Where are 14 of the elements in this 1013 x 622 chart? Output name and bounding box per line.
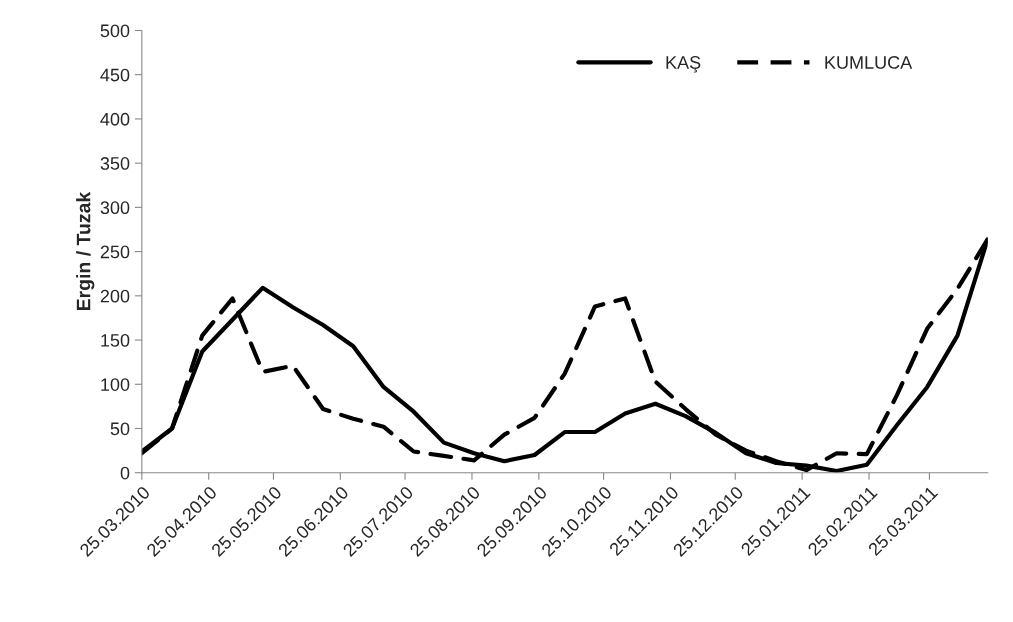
y-tick-label: 100 bbox=[101, 378, 130, 391]
legend-label: KAŞ bbox=[666, 56, 701, 73]
y-tick-label: 450 bbox=[100, 68, 130, 82]
y-tick-label: 350 bbox=[100, 157, 130, 170]
y-tick-label: 400 bbox=[100, 112, 130, 126]
y-tick-label: 0 bbox=[120, 466, 130, 480]
y-tick-label: 250 bbox=[100, 245, 130, 259]
y-tick-label: 500 bbox=[100, 24, 130, 38]
legend-label: KUMLUCA bbox=[825, 56, 913, 69]
y-tick-label: 200 bbox=[100, 289, 130, 303]
y-tick-label: 300 bbox=[100, 201, 130, 215]
y-axis-title: Ergin / Tuzak bbox=[76, 191, 95, 311]
y-tick-label: 150 bbox=[101, 333, 130, 347]
y-tick-label: 50 bbox=[110, 422, 130, 436]
